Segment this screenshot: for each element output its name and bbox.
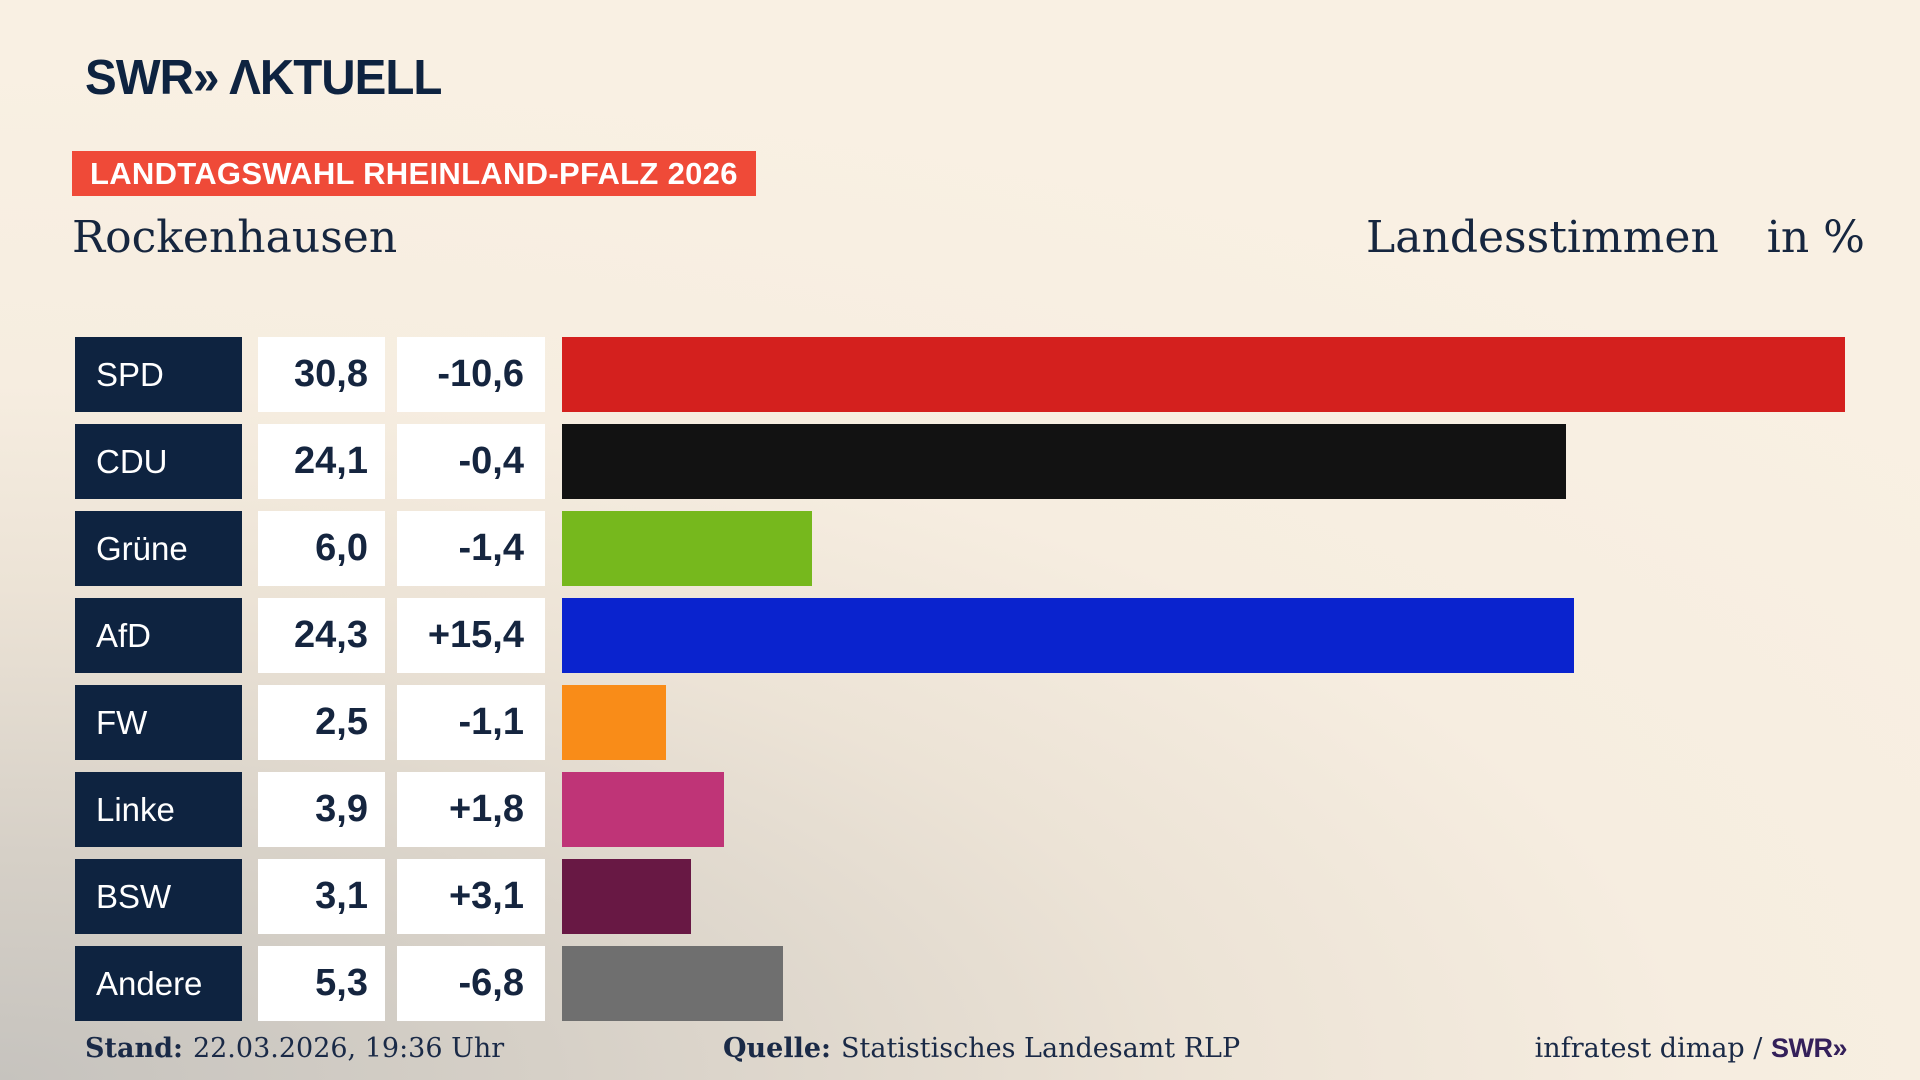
value-box: 3,1 [258,859,385,934]
credit-brand-logo: SWR» [1770,1033,1848,1063]
value-label: 30,8 [294,353,368,395]
change-label: -1,1 [458,701,524,743]
logo-brand-text: SWR [85,51,194,105]
change-box: +3,1 [397,859,545,934]
party-label-box: Linke [75,772,242,847]
party-label: BSW [96,877,172,915]
value-box: 24,3 [258,598,385,673]
change-label: +15,4 [427,614,524,656]
quelle-value: Statistisches Landesamt RLP [841,1033,1241,1064]
timestamp: Stand: 22.03.2026, 19:36 Uhr [85,1033,504,1064]
bar [562,598,1575,673]
bar-track [562,772,1920,847]
change-label: +3,1 [448,875,524,917]
party-label-box: CDU [75,424,242,499]
party-label-box: Andere [75,946,242,1021]
bar-track [562,511,1920,586]
election-banner: LANDTAGSWAHL RHEINLAND-PFALZ 2026 [72,151,756,196]
value-box: 30,8 [258,337,385,412]
value-box: 3,9 [258,772,385,847]
party-label-box: FW [75,685,242,760]
value-label: 3,9 [315,788,368,830]
party-row: Grüne 6,0 -1,4 [75,511,1920,586]
measure-group: Landesstimmen in % [1366,212,1865,263]
chart-rows: SPD 30,8 -10,6 CDU 24,1 -0,4 Grüne 6,0 [75,337,1920,1021]
bar-track [562,859,1920,934]
change-label: -6,8 [458,962,524,1004]
value-label: 24,1 [294,440,368,482]
value-box: 24,1 [258,424,385,499]
party-label-box: BSW [75,859,242,934]
bar [562,772,725,847]
bar-track [562,337,1920,412]
party-label-box: AfD [75,598,242,673]
party-row: CDU 24,1 -0,4 [75,424,1920,499]
party-label: Andere [96,964,203,1002]
change-box: -10,6 [397,337,545,412]
bar-track [562,598,1920,673]
party-row: Linke 3,9 +1,8 [75,772,1920,847]
bar [562,859,692,934]
bar-track [562,685,1920,760]
logo-suffix-text: ΛKTUELL [229,51,442,105]
change-box: +1,8 [397,772,545,847]
party-label: AfD [96,616,152,654]
party-label: Linke [96,790,175,828]
party-row: FW 2,5 -1,1 [75,685,1920,760]
change-box: -1,4 [397,511,545,586]
bar-track [562,946,1920,1021]
value-box: 2,5 [258,685,385,760]
party-label: CDU [96,442,168,480]
party-row: SPD 30,8 -10,6 [75,337,1920,412]
credit: infratest dimap / SWR» [1534,1033,1848,1064]
change-label: -10,6 [437,353,524,395]
value-label: 6,0 [315,527,368,569]
bar-track [562,424,1920,499]
bar [562,337,1846,412]
source: Quelle: Statistisches Landesamt RLP [723,1033,1240,1064]
value-label: 3,1 [315,875,368,917]
value-box: 6,0 [258,511,385,586]
party-label: FW [96,703,148,741]
swr-aktuell-logo: SWR» ΛKTUELL [85,50,442,106]
bar [562,946,783,1021]
value-box: 5,3 [258,946,385,1021]
party-label-box: Grüne [75,511,242,586]
unit-label: in % [1766,212,1865,263]
stand-label: Stand: [85,1033,183,1064]
change-label: -0,4 [458,440,524,482]
results-bar-chart: SPD 30,8 -10,6 CDU 24,1 -0,4 Grüne 6,0 [75,337,1920,1033]
value-label: 5,3 [315,962,368,1004]
party-label: Grüne [96,529,188,567]
bar [562,511,812,586]
value-label: 24,3 [294,614,368,656]
value-label: 2,5 [315,701,368,743]
change-label: -1,4 [458,527,524,569]
change-box: -6,8 [397,946,545,1021]
party-row: Andere 5,3 -6,8 [75,946,1920,1021]
party-row: BSW 3,1 +3,1 [75,859,1920,934]
change-box: -0,4 [397,424,545,499]
change-box: +15,4 [397,598,545,673]
stand-value: 22.03.2026, 19:36 Uhr [192,1033,505,1064]
party-row: AfD 24,3 +15,4 [75,598,1920,673]
quelle-label: Quelle: [723,1033,831,1064]
region-title: Rockenhausen [72,212,398,263]
chevrons-icon: » [192,51,219,105]
party-label-box: SPD [75,337,242,412]
change-label: +1,8 [448,788,524,830]
measure-label: Landesstimmen [1366,212,1719,263]
bar [562,685,667,760]
title-row: Rockenhausen Landesstimmen in % [72,212,1865,263]
credit-prefix: infratest dimap / [1534,1033,1771,1064]
change-box: -1,1 [397,685,545,760]
party-label: SPD [96,355,164,393]
bar [562,424,1566,499]
